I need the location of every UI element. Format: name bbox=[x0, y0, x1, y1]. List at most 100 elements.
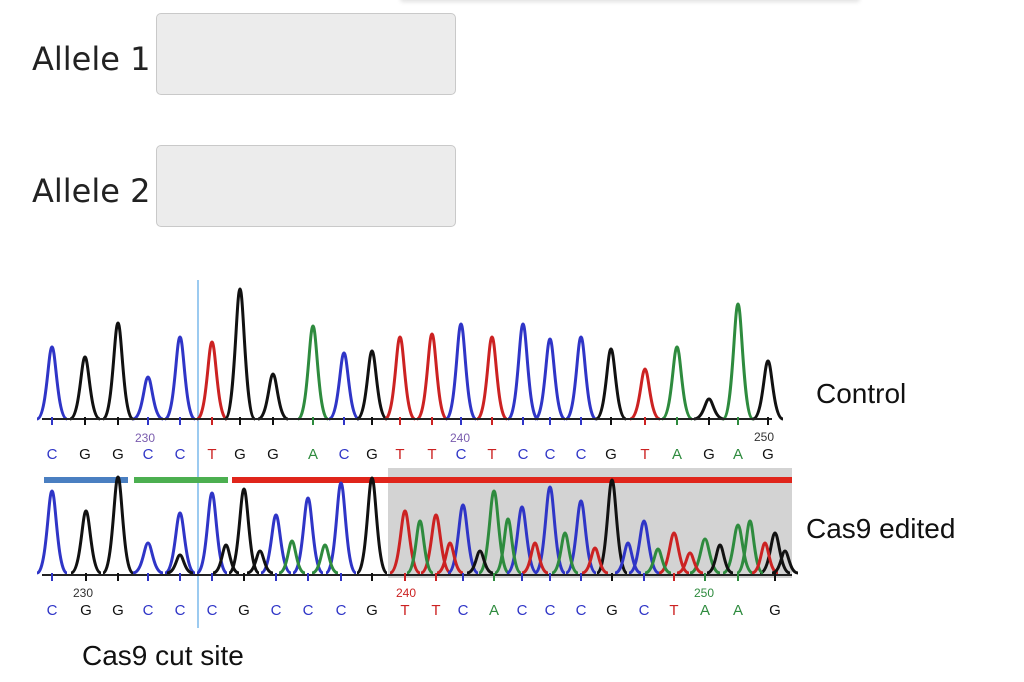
control-base-c: C bbox=[143, 446, 154, 463]
control-peak-a bbox=[721, 302, 755, 421]
control-peak-t bbox=[195, 340, 229, 421]
edited-peak-c bbox=[132, 541, 164, 575]
edited-secondary-peak-g bbox=[706, 543, 734, 575]
control-label: Control bbox=[816, 378, 906, 409]
edited-secondary-peak-a bbox=[311, 543, 339, 575]
control-peak-a bbox=[661, 345, 693, 421]
control-peak-g bbox=[69, 355, 101, 421]
control-base-c: C bbox=[456, 446, 467, 463]
edited-peak-c bbox=[565, 499, 597, 575]
edited-secondary-peak-a bbox=[405, 519, 435, 575]
control-peak-t bbox=[629, 367, 661, 421]
edited-secondary-peak-t bbox=[676, 551, 704, 575]
edited-base-c: C bbox=[458, 602, 469, 619]
edited-peak-c bbox=[291, 496, 325, 575]
control-peak-g bbox=[257, 372, 289, 421]
edited-base-c: C bbox=[143, 602, 154, 619]
edited-secondary-peak-t bbox=[521, 541, 549, 575]
control-base-t: T bbox=[427, 446, 436, 463]
control-base-g: G bbox=[267, 446, 279, 463]
control-position-230: 230 bbox=[135, 431, 155, 445]
allele-1-label: Allele 1 bbox=[32, 40, 151, 78]
edited-position-230: 230 bbox=[73, 586, 93, 600]
control-peak-g bbox=[356, 349, 388, 421]
edited-position-250: 250 bbox=[694, 586, 714, 600]
edited-peak-g bbox=[759, 531, 791, 575]
edited-secondary-peak-t bbox=[751, 541, 779, 575]
edited-secondary-peak-c bbox=[614, 541, 642, 575]
control-base-g: G bbox=[762, 446, 774, 463]
control-base-g: G bbox=[79, 446, 91, 463]
edited-secondary-peak-a bbox=[551, 531, 579, 575]
edited-base-g: G bbox=[238, 602, 250, 619]
edited-base-t: T bbox=[400, 602, 409, 619]
edited-peak-c bbox=[195, 491, 229, 575]
control-base-a: A bbox=[733, 446, 743, 463]
edited-peak-a bbox=[722, 523, 754, 575]
edited-base-c: C bbox=[207, 602, 218, 619]
control-base-g: G bbox=[234, 446, 246, 463]
edited-secondary-peak-t bbox=[436, 541, 464, 575]
control-base-c: C bbox=[518, 446, 529, 463]
edited-secondary-peak-g bbox=[166, 553, 194, 575]
control-base-c: C bbox=[47, 446, 58, 463]
edited-base-t: T bbox=[431, 602, 440, 619]
edited-secondary-peak-g bbox=[246, 549, 274, 575]
control-position-240: 240 bbox=[450, 431, 470, 445]
control-peak-t bbox=[475, 335, 509, 421]
control-peak-g bbox=[223, 287, 257, 421]
control-base-g: G bbox=[605, 446, 617, 463]
control-base-g: G bbox=[703, 446, 715, 463]
control-base-t: T bbox=[640, 446, 649, 463]
edited-base-g: G bbox=[769, 602, 781, 619]
control-peak-c bbox=[506, 322, 540, 421]
control-peak-c bbox=[533, 337, 567, 421]
edited-peak-g bbox=[355, 476, 389, 575]
control-base-c: C bbox=[576, 446, 587, 463]
edited-base-g: G bbox=[112, 602, 124, 619]
control-base-t: T bbox=[207, 446, 216, 463]
edited-base-c: C bbox=[576, 602, 587, 619]
control-peak-c bbox=[327, 351, 361, 421]
edited-secondary-peak-g bbox=[466, 549, 494, 575]
control-peak-c bbox=[36, 345, 68, 421]
edited-base-a: A bbox=[733, 602, 743, 619]
control-peak-c bbox=[132, 375, 164, 421]
allele-2-input[interactable] bbox=[156, 145, 456, 227]
control-traces bbox=[36, 287, 784, 421]
edited-peak-g bbox=[227, 487, 261, 575]
edited-base-c: C bbox=[303, 602, 314, 619]
edited-base-t: T bbox=[669, 602, 678, 619]
allele-2-label: Allele 2 bbox=[32, 172, 151, 210]
edited-peak-t bbox=[658, 531, 690, 575]
edited-peak-c bbox=[260, 513, 292, 575]
control-base-g: G bbox=[366, 446, 378, 463]
edited-peak-g bbox=[70, 509, 102, 575]
edited-traces bbox=[35, 475, 799, 575]
edited-secondary-peak-a bbox=[735, 519, 765, 575]
control-base-c: C bbox=[545, 446, 556, 463]
edited-peak-c bbox=[35, 489, 69, 575]
control-peak-t bbox=[415, 332, 449, 421]
control-peak-g bbox=[752, 359, 784, 421]
edited-peak-g bbox=[595, 478, 629, 575]
edited-peak-g bbox=[101, 475, 135, 575]
edited-base-c: C bbox=[175, 602, 186, 619]
control-peak-c bbox=[444, 322, 478, 421]
edited-base-a: A bbox=[489, 602, 499, 619]
edited-base-c: C bbox=[545, 602, 556, 619]
control-peak-c bbox=[163, 335, 197, 421]
control-base-c: C bbox=[175, 446, 186, 463]
control-peak-g bbox=[101, 321, 135, 421]
edited-base-c: C bbox=[47, 602, 58, 619]
control-ticks bbox=[51, 417, 769, 425]
edited-secondary-peak-g bbox=[771, 549, 799, 575]
edited-ticks bbox=[51, 573, 776, 581]
edited-base-g: G bbox=[80, 602, 92, 619]
control-base-c: C bbox=[339, 446, 350, 463]
edited-secondary-peak-a bbox=[494, 517, 522, 575]
allele-1-input[interactable] bbox=[156, 13, 456, 95]
